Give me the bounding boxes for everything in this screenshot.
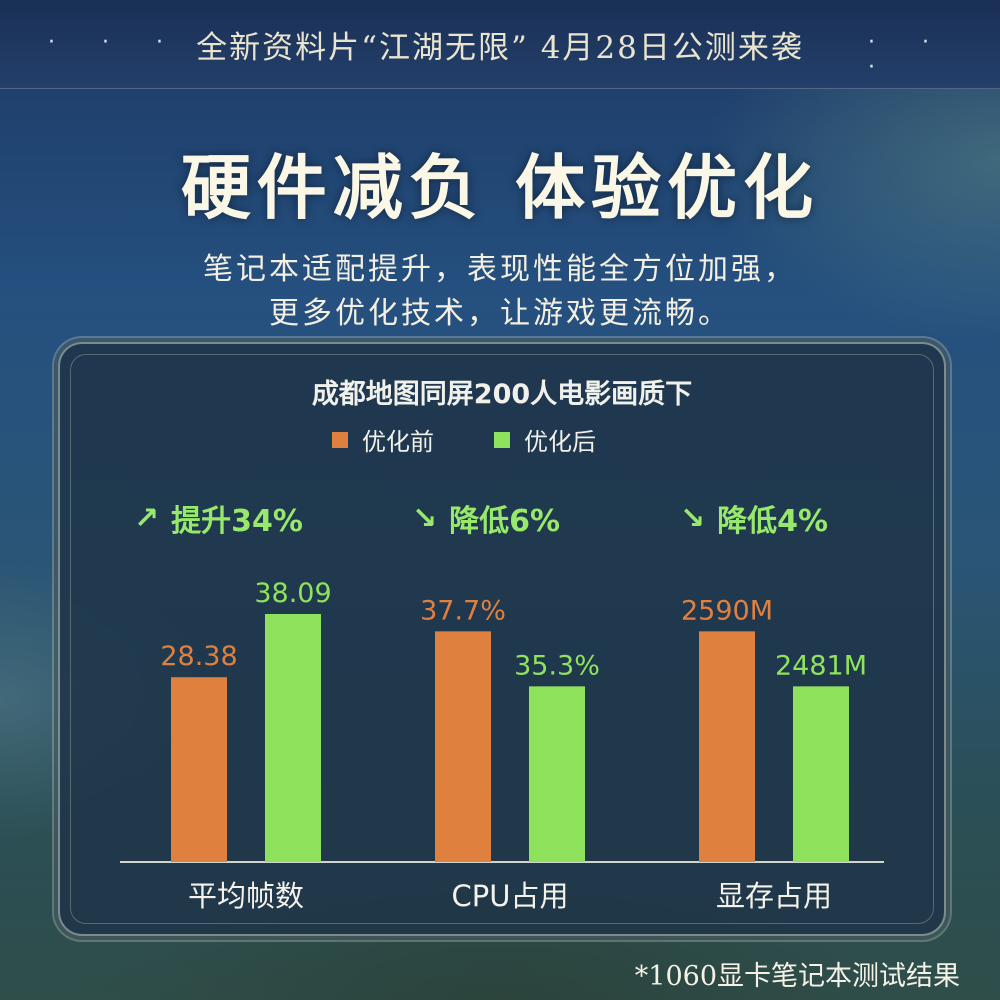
legend-label-before: 优化前 bbox=[362, 428, 434, 456]
chart-legend: 优化前 优化后 bbox=[332, 422, 596, 457]
headline: 硬件减负 体验优化 bbox=[180, 146, 820, 229]
banner-dots-left: · · · bbox=[48, 30, 183, 55]
data-label-before-1: 37.7% bbox=[420, 595, 506, 626]
trend-2: ↘ 降低4% bbox=[680, 496, 828, 540]
footnote: *1060显卡笔记本测试结果 bbox=[634, 961, 960, 992]
trend-text-0: 提升34% bbox=[171, 504, 303, 539]
trend-arrow-down-icon: ↘ bbox=[412, 500, 438, 536]
legend-swatch-before bbox=[332, 431, 348, 448]
trend-text-1: 降低6% bbox=[449, 504, 561, 539]
chart-title: 成都地图同屏200人电影画质下 bbox=[311, 379, 693, 410]
trend-text-2: 降低4% bbox=[717, 504, 829, 539]
category-label-1: CPU占用 bbox=[452, 879, 569, 913]
data-label-after-0: 38.09 bbox=[254, 578, 331, 609]
category-label-2: 显存占用 bbox=[716, 879, 832, 913]
legend-label-after: 优化后 bbox=[524, 428, 596, 456]
banner-text: 全新资料片“江湖无限” 4月28日公测来袭 bbox=[196, 30, 804, 66]
panel-inner-border bbox=[70, 354, 934, 924]
data-label-after-2: 2481M bbox=[775, 650, 867, 681]
data-label-after-1: 35.3% bbox=[514, 650, 600, 681]
bar-after-2 bbox=[793, 686, 849, 862]
bar-before-1 bbox=[435, 631, 491, 862]
category-label-0: 平均帧数 bbox=[188, 879, 304, 913]
data-label-before-2: 2590M bbox=[681, 595, 773, 626]
subline-2: 更多优化技术，让游戏更流畅。 bbox=[269, 296, 731, 331]
bar-after-0 bbox=[265, 614, 321, 862]
bar-before-0 bbox=[171, 677, 227, 862]
legend-item-before: 优化前 bbox=[332, 422, 434, 457]
subline-1: 笔记本适配提升，表现性能全方位加强， bbox=[203, 252, 797, 287]
bar-before-2 bbox=[699, 631, 755, 862]
legend-item-after: 优化后 bbox=[494, 422, 596, 457]
trend-0: ↗ 提升34% bbox=[134, 496, 303, 540]
top-banner: · · · 全新资料片“江湖无限” 4月28日公测来袭 · · · bbox=[0, 0, 1000, 89]
trend-1: ↘ 降低6% bbox=[412, 496, 560, 540]
data-label-before-0: 28.38 bbox=[160, 641, 237, 672]
bar-after-1 bbox=[529, 686, 585, 862]
trend-arrow-down-icon: ↘ bbox=[680, 500, 706, 536]
chart-panel: 成都地图同屏200人电影画质下 优化前 优化后 ↗ 提升34% ↘ 降低6% ↘… bbox=[58, 342, 946, 936]
trend-arrow-up-icon: ↗ bbox=[134, 500, 160, 536]
banner-dots-right: · · · bbox=[868, 30, 949, 80]
legend-swatch-after bbox=[494, 431, 510, 448]
